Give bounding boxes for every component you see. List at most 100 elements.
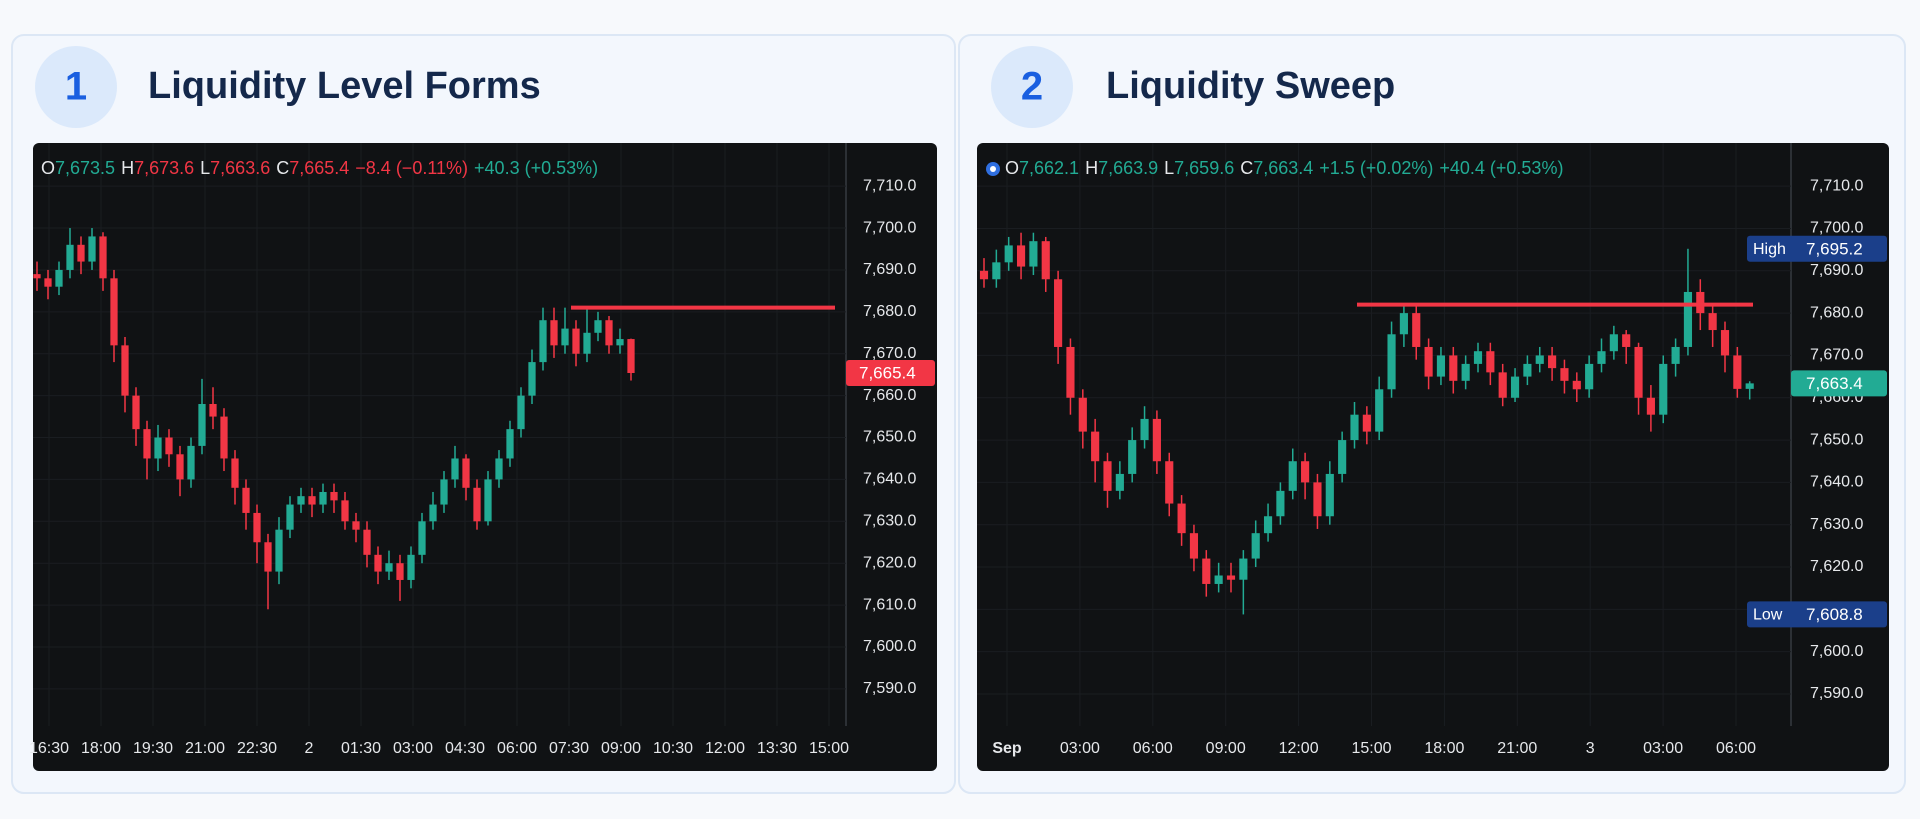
legend-item: 7,662.1 (1019, 158, 1079, 178)
candle-body (1622, 334, 1631, 347)
ohlc-legend: O7,673.5 H7,673.6 L7,663.6 C7,665.4 −8.4 (−0… (41, 158, 598, 178)
candle-body (1510, 376, 1520, 398)
candle-body (374, 554, 382, 572)
candle-body (1572, 380, 1581, 390)
x-tick-label: 3 (1586, 740, 1595, 757)
candle-body (44, 278, 52, 287)
candle-body (1016, 245, 1026, 267)
panel-title: Liquidity Sweep (1106, 65, 1395, 107)
candle-body (1041, 241, 1050, 280)
candle-body (385, 563, 393, 572)
candle-body (1362, 414, 1371, 432)
candle-body (143, 429, 151, 459)
candle-body (110, 278, 118, 346)
candle-body (1424, 346, 1433, 377)
candle-body (1745, 383, 1754, 389)
candle-body (363, 529, 371, 555)
x-tick-label: 07:30 (549, 740, 589, 757)
candle-body (308, 496, 316, 505)
candle-body (198, 404, 206, 446)
candle-body (1720, 330, 1730, 356)
candle-body (1523, 363, 1532, 377)
legend-item: 7,673.5 (55, 158, 115, 178)
y-tick-label: 7,640.0 (863, 471, 916, 488)
candle-body (1301, 461, 1310, 483)
legend-item: 7,665.4 (289, 158, 349, 178)
candle-body (1189, 533, 1199, 559)
legend-item: O (1005, 158, 1019, 178)
candle-body (462, 458, 470, 488)
candle-body (220, 416, 228, 459)
y-tick-label: 7,590.0 (1810, 685, 1863, 702)
candle-body (616, 339, 624, 346)
y-tick-label: 7,710.0 (1810, 177, 1863, 194)
y-tick-label: 7,640.0 (1810, 474, 1863, 491)
candle-body (1103, 461, 1112, 491)
candle-body (572, 328, 580, 354)
x-tick-label: 21:00 (1497, 740, 1537, 757)
candle-body (1585, 363, 1594, 390)
x-tick-label: 03:00 (393, 740, 433, 757)
panel-title: Liquidity Level Forms (148, 65, 541, 107)
candle-body (561, 328, 569, 346)
candle-body (341, 500, 349, 522)
candle-body (539, 320, 547, 363)
candle-body (242, 487, 250, 513)
candle-body (594, 320, 602, 333)
candle-body (231, 458, 239, 488)
step-number: 2 (1021, 65, 1043, 109)
y-tick-label: 7,630.0 (1810, 516, 1863, 533)
candle-body (1412, 313, 1421, 347)
tag-value: 7,608.8 (1806, 605, 1863, 624)
candle-body (1263, 516, 1273, 534)
legend-item: L (200, 158, 210, 178)
tag-name: High (1753, 241, 1786, 258)
x-tick-label: 15:00 (1351, 740, 1391, 757)
ohlc-legend: O7,662.1 H7,663.9 L7,659.6 C7,663.4 +1.5 (+0… (1005, 158, 1563, 178)
x-tick-label: 19:30 (133, 740, 173, 757)
x-tick-label: 2 (305, 740, 314, 757)
low-tag (1747, 601, 1887, 628)
candle-body (1338, 440, 1347, 474)
y-tick-label: 7,710.0 (863, 177, 916, 194)
y-tick-label: 7,680.0 (1810, 304, 1863, 321)
x-tick-label: 15:00 (809, 740, 849, 757)
candle-body (209, 404, 217, 417)
candle-body (1671, 346, 1680, 364)
candle-body (1152, 418, 1161, 462)
candle-body (1091, 431, 1100, 462)
y-tick-label: 7,600.0 (1810, 643, 1863, 660)
candle-body (1128, 440, 1137, 474)
symbol-icon-dot (990, 166, 996, 172)
candle-body (429, 504, 437, 522)
legend-item: C (276, 158, 289, 178)
legend-item: +1.5 (+0.02%) (1319, 158, 1433, 178)
candle-body (88, 236, 96, 262)
candle-body (275, 529, 283, 572)
candle-body (1054, 279, 1063, 347)
candle-body (154, 437, 162, 459)
candle-body (297, 496, 305, 505)
candle-body (473, 487, 481, 522)
y-tick-label: 7,690.0 (1810, 262, 1863, 279)
candle-body (1498, 372, 1507, 398)
candle-body (1696, 291, 1705, 314)
candle-body (451, 458, 459, 480)
x-tick-label: 01:30 (341, 740, 381, 757)
high-tag (1747, 235, 1887, 262)
chart-background (977, 143, 1889, 771)
legend-item: O (41, 158, 55, 178)
x-tick-label: 12:00 (1279, 740, 1319, 757)
candle-body (1560, 368, 1569, 381)
x-tick-label: 22:30 (237, 740, 277, 757)
candle-body (1276, 490, 1285, 517)
candle-body (1375, 389, 1384, 432)
candle-body (1399, 313, 1408, 335)
candle-body (253, 512, 261, 543)
tag-value: 7,663.4 (1806, 374, 1863, 393)
legend-item: +40.4 (+0.53%) (1439, 158, 1563, 178)
candle-body (517, 395, 525, 430)
candle-body (1214, 575, 1223, 584)
candle-body (352, 521, 360, 530)
